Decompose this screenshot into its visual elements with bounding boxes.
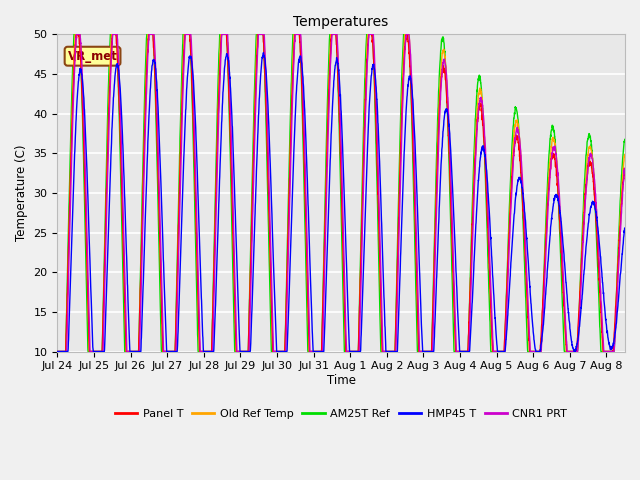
- Legend: Panel T, Old Ref Temp, AM25T Ref, HMP45 T, CNR1 PRT: Panel T, Old Ref Temp, AM25T Ref, HMP45 …: [111, 405, 572, 423]
- Title: Temperatures: Temperatures: [294, 15, 388, 29]
- X-axis label: Time: Time: [326, 374, 356, 387]
- Text: VR_met: VR_met: [68, 50, 118, 63]
- Y-axis label: Temperature (C): Temperature (C): [15, 144, 28, 241]
